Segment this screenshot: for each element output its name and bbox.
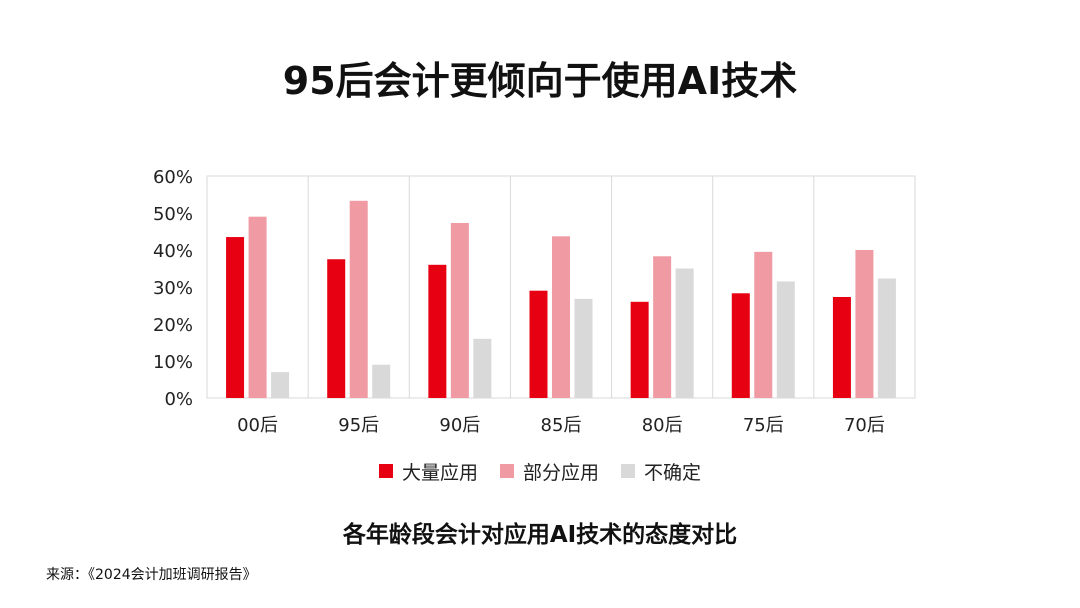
chart-title: 95后会计更倾向于使用AI技术 (282, 59, 798, 103)
y-tick-label: 10% (153, 352, 193, 373)
y-tick-label: 60% (153, 167, 193, 188)
bar-80后-大量应用 (630, 301, 649, 398)
bar-70后-不确定 (877, 278, 896, 398)
bar-00后-不确定 (271, 372, 290, 398)
bar-95后-大量应用 (327, 259, 346, 398)
bar-85后-部分应用 (552, 236, 570, 398)
chart-caption: 各年龄段会计对应用AI技术的态度对比 (342, 522, 738, 548)
bar-70后-部分应用 (855, 250, 874, 398)
bar-00后-部分应用 (248, 216, 267, 398)
y-axis: 0% 10% 20% 30% 40% 50% 60% (153, 167, 193, 410)
bar-80后-部分应用 (653, 256, 672, 398)
x-tick-label: 80后 (642, 415, 683, 436)
bar-75后-部分应用 (754, 251, 773, 398)
x-tick-label: 90后 (439, 415, 480, 436)
legend: 大量应用 部分应用 不确定 (379, 462, 701, 484)
legend-swatch (379, 464, 393, 478)
x-tick-label: 95后 (338, 415, 379, 436)
x-tick-label: 00后 (237, 415, 278, 436)
bar-90后-大量应用 (428, 264, 447, 398)
x-tick-label: 75后 (743, 415, 784, 436)
bar-75后-大量应用 (731, 293, 750, 398)
x-tick-label: 70后 (844, 415, 885, 436)
bar-75后-不确定 (776, 281, 795, 398)
legend-label: 大量应用 (402, 462, 478, 484)
bar-95后-不确定 (372, 364, 391, 398)
y-tick-label: 30% (153, 278, 193, 299)
x-axis: 00后 95后 90后 85后 80后 75后 70后 (237, 415, 885, 436)
legend-label: 部分应用 (523, 462, 599, 484)
y-tick-label: 0% (164, 389, 193, 410)
legend-swatch (621, 464, 635, 478)
y-tick-label: 50% (153, 204, 193, 225)
x-tick-label: 85后 (541, 415, 582, 436)
y-tick-label: 40% (153, 241, 193, 262)
legend-swatch (500, 464, 514, 478)
bar-95后-部分应用 (349, 200, 368, 398)
bar-85后-大量应用 (529, 290, 548, 398)
bar-00后-大量应用 (226, 237, 245, 398)
source-note: 来源：《2024会计加班调研报告》 (46, 567, 257, 583)
bar-90后-不确定 (473, 338, 492, 398)
legend-label: 不确定 (644, 462, 701, 484)
bars (226, 200, 896, 398)
bar-90后-部分应用 (450, 222, 469, 398)
bar-85后-不确定 (574, 298, 593, 398)
bar-70后-大量应用 (832, 296, 851, 398)
bar-80后-不确定 (675, 268, 694, 398)
y-tick-label: 20% (153, 315, 193, 336)
